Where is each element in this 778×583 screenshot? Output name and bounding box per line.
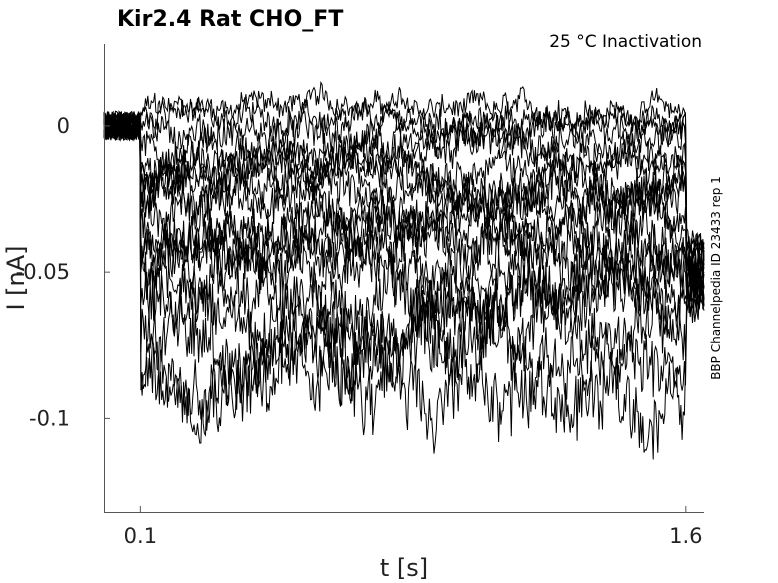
- y-tick-label: 0: [57, 114, 70, 138]
- chart-title: Kir2.4 Rat CHO_FT: [117, 7, 343, 32]
- x-tick-label: 0.1: [124, 524, 157, 548]
- current-trace: [103, 110, 705, 460]
- trace-group: [103, 80, 705, 460]
- x-tick-group: 0.1 1.6: [124, 506, 703, 548]
- current-trace: [103, 114, 705, 311]
- y-tick-group: 0 -0.05 -0.1: [16, 114, 110, 430]
- y-tick-label: -0.05: [16, 260, 70, 284]
- current-trace: [103, 111, 705, 269]
- channelpedia-id-note: BBP Channelpedia ID 23433 rep 1: [709, 176, 723, 380]
- current-trace: [103, 99, 705, 267]
- current-trace: [103, 111, 705, 285]
- y-tick-label: -0.1: [29, 406, 70, 430]
- y-axis-label: I [nA]: [2, 245, 30, 310]
- chart-subtitle: 25 °C Inactivation: [549, 32, 702, 52]
- current-trace: [103, 95, 705, 258]
- x-axis-label: t [s]: [380, 554, 428, 582]
- x-tick-label: 1.6: [669, 524, 702, 548]
